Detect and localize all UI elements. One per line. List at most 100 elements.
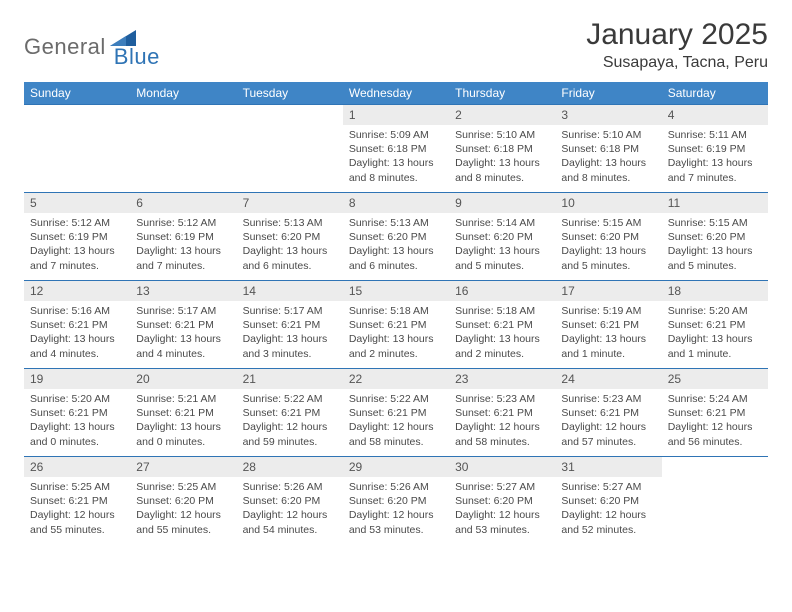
brand-logo: General Blue [24,18,160,70]
calendar-day-cell: 15Sunrise: 5:18 AMSunset: 6:21 PMDayligh… [343,281,449,369]
brand-general: General [24,34,106,60]
sunset-value: 6:21 PM [281,319,320,331]
day-details: Sunrise: 5:22 AMSunset: 6:21 PMDaylight:… [343,389,449,453]
sunset-label: Sunset: [349,407,388,419]
calendar-week-row: 12Sunrise: 5:16 AMSunset: 6:21 PMDayligh… [24,281,768,369]
sunset-label: Sunset: [668,407,707,419]
sunrise-label: Sunrise: [668,393,709,405]
sunset-value: 6:18 PM [494,143,533,155]
sunset-line: Sunset: 6:21 PM [668,318,762,332]
daylight-label: Daylight: [455,157,499,169]
sunrise-line: Sunrise: 5:23 AM [455,392,549,406]
sunset-line: Sunset: 6:20 PM [455,230,549,244]
sunset-label: Sunset: [136,231,175,243]
sunset-value: 6:21 PM [69,495,108,507]
sunrise-value: 5:13 AM [284,217,323,229]
day-details: Sunrise: 5:25 AMSunset: 6:20 PMDaylight:… [130,477,236,541]
calendar-day-cell: 27Sunrise: 5:25 AMSunset: 6:20 PMDayligh… [130,457,236,545]
day-number: 15 [343,281,449,301]
sunset-label: Sunset: [136,495,175,507]
sunrise-label: Sunrise: [455,129,496,141]
sunset-value: 6:21 PM [600,407,639,419]
sunset-line: Sunset: 6:20 PM [561,230,655,244]
day-number: 24 [555,369,661,389]
sunrise-value: 5:20 AM [71,393,110,405]
day-number: 26 [24,457,130,477]
sunset-value: 6:19 PM [69,231,108,243]
daylight-label: Daylight: [349,245,393,257]
calendar-day-cell: 12Sunrise: 5:16 AMSunset: 6:21 PMDayligh… [24,281,130,369]
sunrise-value: 5:21 AM [178,393,217,405]
daylight-line: Daylight: 13 hours and 5 minutes. [561,244,655,272]
day-details: Sunrise: 5:19 AMSunset: 6:21 PMDaylight:… [555,301,661,365]
sunrise-value: 5:14 AM [497,217,536,229]
calendar-day-cell: 3Sunrise: 5:10 AMSunset: 6:18 PMDaylight… [555,105,661,193]
daylight-line: Daylight: 13 hours and 6 minutes. [243,244,337,272]
calendar-page: General Blue January 2025 Susapaya, Tacn… [0,0,792,555]
daylight-line: Daylight: 13 hours and 0 minutes. [136,420,230,448]
sunset-line: Sunset: 6:20 PM [243,230,337,244]
day-number: 30 [449,457,555,477]
sunrise-line: Sunrise: 5:19 AM [561,304,655,318]
sunset-label: Sunset: [455,407,494,419]
calendar-day-cell: 17Sunrise: 5:19 AMSunset: 6:21 PMDayligh… [555,281,661,369]
sunset-label: Sunset: [349,495,388,507]
day-details: Sunrise: 5:26 AMSunset: 6:20 PMDaylight:… [343,477,449,541]
daylight-line: Daylight: 13 hours and 4 minutes. [136,332,230,360]
day-details: Sunrise: 5:18 AMSunset: 6:21 PMDaylight:… [449,301,555,365]
sunset-value: 6:21 PM [494,319,533,331]
daylight-line: Daylight: 13 hours and 2 minutes. [349,332,443,360]
sunrise-value: 5:18 AM [497,305,536,317]
daylight-line: Daylight: 12 hours and 59 minutes. [243,420,337,448]
sunrise-value: 5:10 AM [603,129,642,141]
daylight-label: Daylight: [561,157,605,169]
sunset-line: Sunset: 6:20 PM [243,494,337,508]
daylight-line: Daylight: 12 hours and 53 minutes. [349,508,443,536]
sunrise-value: 5:25 AM [178,481,217,493]
sunrise-line: Sunrise: 5:22 AM [349,392,443,406]
day-details: Sunrise: 5:15 AMSunset: 6:20 PMDaylight:… [555,213,661,277]
sunrise-label: Sunrise: [30,217,71,229]
sunset-line: Sunset: 6:20 PM [561,494,655,508]
daylight-label: Daylight: [561,333,605,345]
daylight-label: Daylight: [243,421,287,433]
sunrise-value: 5:16 AM [71,305,110,317]
sunrise-line: Sunrise: 5:25 AM [136,480,230,494]
day-number: 2 [449,105,555,125]
sunrise-value: 5:26 AM [390,481,429,493]
sunset-label: Sunset: [136,407,175,419]
sunset-label: Sunset: [455,143,494,155]
sunrise-value: 5:23 AM [603,393,642,405]
sunrise-label: Sunrise: [243,481,284,493]
sunset-label: Sunset: [136,319,175,331]
daylight-label: Daylight: [349,333,393,345]
sunset-line: Sunset: 6:21 PM [30,318,124,332]
sunset-label: Sunset: [349,143,388,155]
day-details: Sunrise: 5:17 AMSunset: 6:21 PMDaylight:… [237,301,343,365]
daylight-label: Daylight: [30,509,74,521]
day-number: 27 [130,457,236,477]
sunrise-line: Sunrise: 5:18 AM [455,304,549,318]
sunrise-line: Sunrise: 5:23 AM [561,392,655,406]
sunset-label: Sunset: [668,319,707,331]
calendar-week-row: 19Sunrise: 5:20 AMSunset: 6:21 PMDayligh… [24,369,768,457]
calendar-day-cell: 10Sunrise: 5:15 AMSunset: 6:20 PMDayligh… [555,193,661,281]
day-details: Sunrise: 5:12 AMSunset: 6:19 PMDaylight:… [24,213,130,277]
daylight-label: Daylight: [668,333,712,345]
sunrise-value: 5:15 AM [603,217,642,229]
day-number: 11 [662,193,768,213]
calendar-day-cell: 24Sunrise: 5:23 AMSunset: 6:21 PMDayligh… [555,369,661,457]
day-details: Sunrise: 5:20 AMSunset: 6:21 PMDaylight:… [662,301,768,365]
weekday-header: Sunday [24,82,130,105]
daylight-line: Daylight: 13 hours and 1 minute. [561,332,655,360]
sunset-line: Sunset: 6:21 PM [30,406,124,420]
daylight-line: Daylight: 12 hours and 54 minutes. [243,508,337,536]
sunset-value: 6:19 PM [175,231,214,243]
sunset-line: Sunset: 6:20 PM [349,230,443,244]
sunrise-label: Sunrise: [561,481,602,493]
calendar-day-cell: 21Sunrise: 5:22 AMSunset: 6:21 PMDayligh… [237,369,343,457]
daylight-label: Daylight: [30,333,74,345]
day-number: 8 [343,193,449,213]
calendar-week-row: 5Sunrise: 5:12 AMSunset: 6:19 PMDaylight… [24,193,768,281]
daylight-line: Daylight: 13 hours and 5 minutes. [668,244,762,272]
